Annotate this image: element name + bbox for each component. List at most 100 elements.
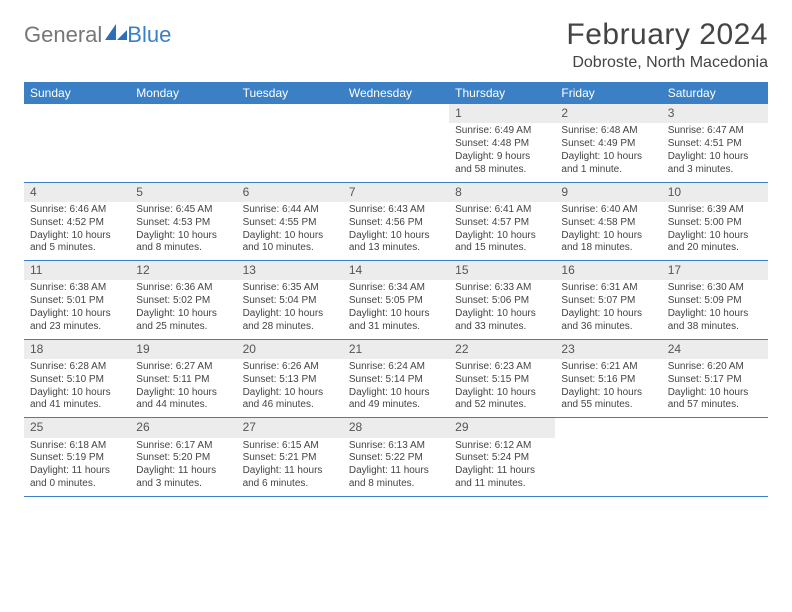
- week-row: 1Sunrise: 6:49 AMSunset: 4:48 PMDaylight…: [24, 104, 768, 183]
- sunrise-text: Sunrise: 6:28 AM: [30, 361, 124, 374]
- daylight-text: Daylight: 10 hours and 10 minutes.: [243, 230, 337, 256]
- sunset-text: Sunset: 5:19 PM: [30, 452, 124, 465]
- sunset-text: Sunset: 4:58 PM: [561, 217, 655, 230]
- day-detail: Sunrise: 6:28 AMSunset: 5:10 PMDaylight:…: [24, 359, 130, 417]
- sunrise-text: Sunrise: 6:43 AM: [349, 204, 443, 217]
- sunrise-text: Sunrise: 6:24 AM: [349, 361, 443, 374]
- sunset-text: Sunset: 4:52 PM: [30, 217, 124, 230]
- sunset-text: Sunset: 5:11 PM: [136, 374, 230, 387]
- day-number: 12: [130, 261, 236, 280]
- sunset-text: Sunset: 5:13 PM: [243, 374, 337, 387]
- sunset-text: Sunset: 4:55 PM: [243, 217, 337, 230]
- sunrise-text: Sunrise: 6:45 AM: [136, 204, 230, 217]
- day-detail: Sunrise: 6:12 AMSunset: 5:24 PMDaylight:…: [449, 438, 555, 496]
- day-detail: Sunrise: 6:44 AMSunset: 4:55 PMDaylight:…: [237, 202, 343, 260]
- day-number: 25: [24, 418, 130, 437]
- day-number: 2: [555, 104, 661, 123]
- day-detail: Sunrise: 6:31 AMSunset: 5:07 PMDaylight:…: [555, 280, 661, 338]
- daylight-text: Daylight: 10 hours and 3 minutes.: [668, 151, 762, 177]
- day-detail: Sunrise: 6:17 AMSunset: 5:20 PMDaylight:…: [130, 438, 236, 496]
- sunrise-text: Sunrise: 6:13 AM: [349, 440, 443, 453]
- week-row: 25Sunrise: 6:18 AMSunset: 5:19 PMDayligh…: [24, 418, 768, 497]
- daylight-text: Daylight: 11 hours and 3 minutes.: [136, 465, 230, 491]
- sail-icon: [105, 22, 127, 48]
- day-detail: Sunrise: 6:48 AMSunset: 4:49 PMDaylight:…: [555, 123, 661, 181]
- day-number: 17: [662, 261, 768, 280]
- day-cell: [662, 418, 768, 496]
- brand-part2: Blue: [127, 22, 171, 48]
- sunrise-text: Sunrise: 6:38 AM: [30, 282, 124, 295]
- sunrise-text: Sunrise: 6:36 AM: [136, 282, 230, 295]
- daylight-text: Daylight: 10 hours and 13 minutes.: [349, 230, 443, 256]
- day-cell: 18Sunrise: 6:28 AMSunset: 5:10 PMDayligh…: [24, 340, 130, 418]
- day-cell: 29Sunrise: 6:12 AMSunset: 5:24 PMDayligh…: [449, 418, 555, 496]
- day-cell: 12Sunrise: 6:36 AMSunset: 5:02 PMDayligh…: [130, 261, 236, 339]
- sunset-text: Sunset: 5:24 PM: [455, 452, 549, 465]
- day-cell: 2Sunrise: 6:48 AMSunset: 4:49 PMDaylight…: [555, 104, 661, 182]
- day-cell: 11Sunrise: 6:38 AMSunset: 5:01 PMDayligh…: [24, 261, 130, 339]
- week-row: 11 Sunrise: 6:38 AMSunset: 5:01 PM Dayligh…: [24, 261, 768, 340]
- day-cell: 9 Sunrise: 6:40 AMSunset: 4:58 PMDaylight…: [555, 183, 661, 261]
- sunrise-text: Sunrise: 6:46 AM: [30, 204, 124, 217]
- sunrise-text: Sunrise: 6:49 AM: [455, 125, 549, 138]
- day-detail: Sunrise: 6:36 AMSunset: 5:02 PMDaylight:…: [130, 280, 236, 338]
- sunset-text: Sunset: 5:15 PM: [455, 374, 549, 387]
- sunset-text: Sunset: 5:17 PM: [668, 374, 762, 387]
- day-detail: Sunrise: 6:24 AMSunset: 5:14 PMDaylight:…: [343, 359, 449, 417]
- weekday-header: Thursday: [449, 82, 555, 104]
- sunset-text: Sunset: 5:00 PM: [668, 217, 762, 230]
- day-number: 14: [343, 261, 449, 280]
- day-cell: 6Sunrise: 6:44 AMSunset: 4:55 PMDaylight…: [237, 183, 343, 261]
- day-number: 9: [555, 183, 661, 202]
- day-number: 15: [449, 261, 555, 280]
- day-detail: Sunrise: 6:49 AMSunset: 4:48 PMDaylight:…: [449, 123, 555, 181]
- day-cell: 13Sunrise: 6:35 AMSunset: 5:04 PMDayligh…: [237, 261, 343, 339]
- week-row: 18Sunrise: 6:28 AMSunset: 5:10 PMDayligh…: [24, 340, 768, 419]
- sunset-text: Sunset: 4:53 PM: [136, 217, 230, 230]
- sunrise-text: Sunrise: 6:44 AM: [243, 204, 337, 217]
- day-cell: [24, 104, 130, 182]
- day-number: 5: [130, 183, 236, 202]
- day-number: 4: [24, 183, 130, 202]
- sunrise-text: Sunrise: 6:40 AM: [561, 204, 655, 217]
- day-detail: Sunrise: 6:35 AMSunset: 5:04 PMDaylight:…: [237, 280, 343, 338]
- day-cell: 1Sunrise: 6:49 AMSunset: 4:48 PMDaylight…: [449, 104, 555, 182]
- sunrise-text: Sunrise: 6:41 AM: [455, 204, 549, 217]
- daylight-text: Daylight: 10 hours and 18 minutes.: [561, 230, 655, 256]
- day-detail: Sunrise: 6:26 AMSunset: 5:13 PMDaylight:…: [237, 359, 343, 417]
- day-cell: [237, 104, 343, 182]
- day-cell: 24Sunrise: 6:20 AMSunset: 5:17 PMDayligh…: [662, 340, 768, 418]
- sunrise-text: Sunrise: 6:21 AM: [561, 361, 655, 374]
- day-cell: 20Sunrise: 6:26 AMSunset: 5:13 PMDayligh…: [237, 340, 343, 418]
- day-cell: 8Sunrise: 6:41 AMSunset: 4:57 PMDaylight…: [449, 183, 555, 261]
- sunrise-text: Sunrise: 6:34 AM: [349, 282, 443, 295]
- daylight-text: Daylight: 10 hours and 28 minutes.: [243, 308, 337, 334]
- sunset-text: Sunset: 5:05 PM: [349, 295, 443, 308]
- day-number: [662, 418, 768, 422]
- day-number: 29: [449, 418, 555, 437]
- daylight-text: Daylight: 10 hours and 1 minute.: [561, 151, 655, 177]
- day-number: 11: [24, 261, 130, 280]
- day-cell: 15Sunrise: 6:33 AMSunset: 5:06 PMDayligh…: [449, 261, 555, 339]
- daylight-text: Daylight: 11 hours and 11 minutes.: [455, 465, 549, 491]
- day-cell: 21Sunrise: 6:24 AMSunset: 5:14 PMDayligh…: [343, 340, 449, 418]
- sunrise-text: Sunrise: 6:26 AM: [243, 361, 337, 374]
- weekday-header: Friday: [555, 82, 661, 104]
- title-block: February 2024 Dobroste, North Macedonia: [566, 18, 768, 72]
- sunset-text: Sunset: 5:10 PM: [30, 374, 124, 387]
- day-cell: 28Sunrise: 6:13 AMSunset: 5:22 PMDayligh…: [343, 418, 449, 496]
- day-detail: Sunrise: 6:46 AMSunset: 4:52 PMDaylight:…: [24, 202, 130, 260]
- month-title: February 2024: [566, 18, 768, 52]
- day-number: 20: [237, 340, 343, 359]
- sunrise-text: Sunrise: 6:27 AM: [136, 361, 230, 374]
- sunset-text: Sunset: 5:04 PM: [243, 295, 337, 308]
- daylight-text: Daylight: 10 hours and 57 minutes.: [668, 387, 762, 413]
- day-cell: [555, 418, 661, 496]
- sunset-text: Sunset: 4:56 PM: [349, 217, 443, 230]
- day-number: 22: [449, 340, 555, 359]
- sunrise-text: Sunrise: 6:15 AM: [243, 440, 337, 453]
- daylight-text: Daylight: 11 hours and 0 minutes.: [30, 465, 124, 491]
- daylight-text: Daylight: 9 hours and 58 minutes.: [455, 151, 549, 177]
- sunset-text: Sunset: 5:01 PM: [30, 295, 124, 308]
- sunrise-text: Sunrise: 6:39 AM: [668, 204, 762, 217]
